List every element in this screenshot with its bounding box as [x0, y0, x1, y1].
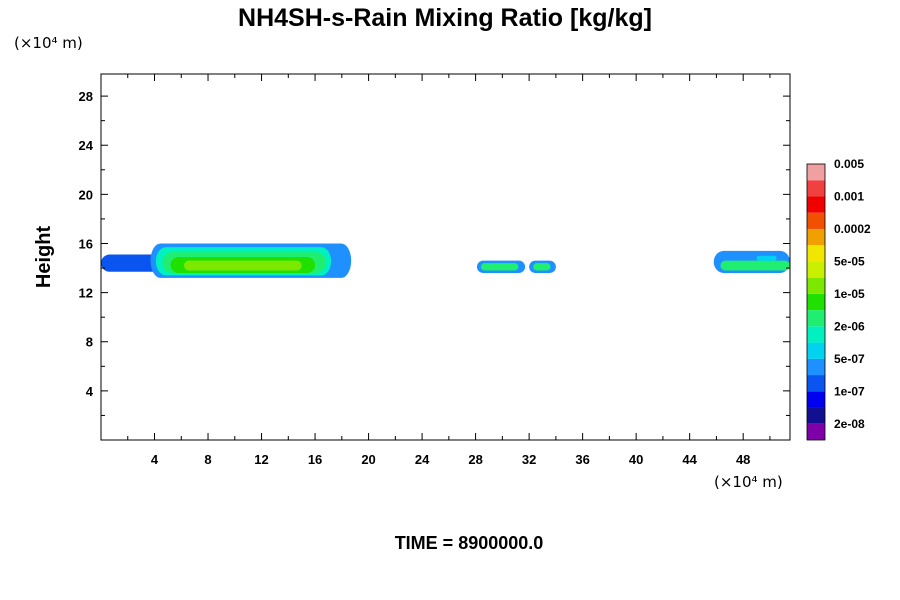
x-tick-label: 4	[151, 452, 159, 467]
field-region-7	[480, 263, 519, 271]
x-tick-label: 8	[204, 452, 211, 467]
colorbar: 2e-08 1e-07 5e-07 2e-06 1e-05 5e-05 0.0002 0.00…	[806, 157, 871, 441]
colorbar-swatch	[807, 228, 825, 246]
x-tick-label: 16	[308, 452, 322, 467]
colorbar-swatch	[807, 375, 825, 392]
x-tick-label: 24	[415, 452, 430, 467]
colorbar-swatch	[807, 245, 825, 262]
colorbar-swatch	[807, 407, 825, 424]
colorbar-label: 5e-05	[834, 254, 865, 268]
colorbar-swatch	[807, 212, 825, 229]
chart-title: NH4SH-s-Rain Mixing Ratio [kg/kg]	[238, 4, 652, 32]
x-axis-unit-label: (×10⁴ m)	[714, 473, 783, 491]
x-tick-label: 32	[522, 452, 536, 467]
mixing-ratio-field	[101, 243, 790, 278]
colorbar-label: 1e-05	[834, 287, 865, 301]
colorbar-label: 2e-08	[834, 417, 865, 431]
y-axis-label: Height	[33, 226, 55, 289]
field-region-12	[756, 255, 777, 261]
colorbar-swatch	[807, 261, 825, 278]
colorbar-swatch	[807, 277, 825, 294]
colorbar-label: 1e-07	[834, 384, 865, 398]
field-region-11	[720, 260, 790, 271]
x-tick-label: 28	[468, 452, 482, 467]
x-tick-label: 40	[629, 452, 643, 467]
x-tick-label: 36	[575, 452, 589, 467]
colorbar-swatch	[807, 358, 825, 376]
x-tick-label: 20	[361, 452, 375, 467]
plot-frame	[100, 73, 791, 441]
y-axis-unit-label: (×10⁴ m)	[14, 34, 83, 52]
y-tick-label: 8	[86, 335, 93, 350]
y-tick-label: 4	[86, 384, 94, 399]
colorbar-label: 0.001	[834, 189, 864, 203]
y-tick-label: 16	[79, 236, 93, 251]
y-tick-label: 20	[79, 187, 93, 202]
colorbar-swatch	[807, 342, 825, 359]
colorbar-label: 5e-07	[834, 352, 865, 366]
field-region-9	[533, 263, 551, 271]
time-label: TIME = 8900000.0	[395, 533, 544, 553]
colorbar-frame	[806, 163, 826, 441]
colorbar-swatch	[807, 326, 825, 343]
colorbar-swatch	[807, 164, 825, 181]
y-tick-label: 12	[79, 286, 93, 301]
colorbar-swatch	[807, 423, 825, 440]
field-region-5	[183, 260, 302, 271]
x-tick-label: 48	[736, 452, 750, 467]
y-tick-label: 24	[79, 138, 94, 153]
colorbar-swatch	[807, 310, 825, 327]
y-tick-label: 28	[79, 89, 93, 104]
colorbar-swatch	[807, 180, 825, 197]
colorbar-label: 2e-06	[834, 319, 865, 333]
colorbar-swatch	[807, 196, 825, 213]
x-tick-label: 12	[254, 452, 268, 467]
colorbar-label: 0.0002	[834, 222, 871, 236]
colorbar-swatch	[807, 391, 825, 408]
colorbar-swatch	[807, 293, 825, 311]
colorbar-label: 0.005	[834, 157, 864, 171]
x-tick-label: 44	[682, 452, 697, 467]
